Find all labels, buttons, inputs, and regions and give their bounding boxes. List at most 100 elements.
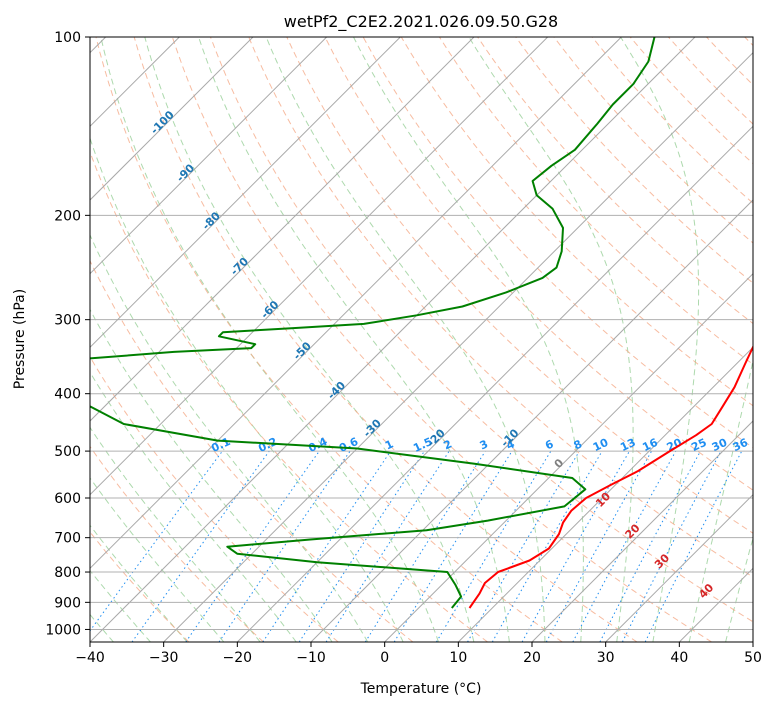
dry-adiabat-line — [90, 150, 488, 642]
dry-adiabats — [90, 37, 753, 642]
mixing-ratio-label: 30 — [710, 436, 730, 454]
mixing-ratio-line — [185, 450, 320, 642]
mixing-ratio-label: 25 — [689, 436, 708, 454]
isotherm-line — [90, 37, 549, 496]
mixing-ratio-line — [90, 450, 223, 632]
y-tick-label: 600 — [54, 491, 81, 507]
mixing-ratio-line — [435, 450, 552, 642]
mixing-ratio-line — [364, 450, 486, 642]
dry-adiabat-label: -80 — [200, 209, 223, 232]
dry-adiabat-line — [90, 445, 264, 642]
axis-ticks: −40 −30 −20 −10 0 10 20 30 40 5010020030040050060… — [45, 30, 762, 666]
moist-adiabat-line — [144, 37, 475, 642]
mixing-ratio-line — [262, 450, 392, 642]
isotherm-line — [163, 51, 753, 642]
y-tick-label: 500 — [54, 444, 81, 460]
moist-adiabat-label: 20 — [623, 521, 643, 541]
temperature-profile-line — [468, 37, 753, 609]
mixing-ratio-label: 0.6 — [337, 435, 360, 455]
mixing-ratio-line — [325, 450, 450, 642]
dry-adiabat-label: -40 — [325, 379, 348, 402]
isotherm-line — [384, 272, 753, 642]
isotherm-line — [531, 420, 753, 642]
x-tick-label: 40 — [670, 650, 688, 666]
y-tick-label: 200 — [54, 208, 81, 224]
moist-adiabat-line — [100, 37, 439, 642]
isotherm-line — [90, 37, 401, 349]
mixing-ratio-line — [491, 450, 603, 642]
y-tick-label: 400 — [54, 387, 81, 403]
mixing-ratio-line — [644, 450, 743, 642]
y-tick-label: 100 — [54, 30, 81, 46]
mixing-ratio-line — [521, 450, 630, 642]
moist-adiabats — [90, 37, 753, 642]
dry-adiabat-label: -60 — [258, 298, 281, 321]
y-tick-label: 1000 — [45, 622, 81, 638]
isotherm-line — [90, 37, 475, 422]
y-axis-label: Pressure (hPa) — [12, 289, 28, 389]
y-tick-label: 900 — [54, 595, 81, 611]
dry-adiabat-line — [133, 37, 638, 642]
dry-adiabat-line — [438, 37, 753, 365]
x-tick-label: 0 — [380, 650, 389, 666]
isotherm-line — [310, 199, 753, 642]
mixing-ratio-line — [467, 450, 580, 642]
dry-adiabat-line — [400, 37, 753, 407]
moist-adiabat-line — [90, 524, 188, 642]
dry-adiabat-line — [477, 37, 753, 325]
dry-adiabat-line — [591, 37, 753, 204]
dry-adiabat-line — [668, 37, 753, 125]
dry-adiabat-line — [553, 37, 753, 244]
x-tick-label: −30 — [149, 650, 179, 666]
dry-adiabat-line — [324, 37, 753, 491]
grid-lines — [90, 37, 753, 630]
x-tick-label: 30 — [597, 650, 615, 666]
mixing-ratio-line — [131, 450, 270, 642]
dry-adiabat-label: -10 — [498, 426, 521, 449]
isotherm-line — [236, 125, 753, 642]
isotherm-line — [90, 37, 254, 201]
moist-adiabat-line — [353, 37, 584, 642]
dry-adiabat-line — [95, 37, 563, 642]
moist-adiabat-line — [198, 37, 510, 642]
mixing-ratio-label: 6 — [543, 437, 556, 452]
dewpoint-profile-line — [90, 37, 656, 609]
moist-adiabat-line — [90, 371, 297, 642]
y-tick-label: 800 — [54, 565, 81, 581]
moist-adiabat-line — [725, 536, 753, 642]
mixing-ratio-line — [545, 450, 653, 642]
mixing-ratio-line — [393, 450, 513, 642]
moist-adiabat-line — [468, 37, 634, 642]
mixing-ratio-line — [599, 450, 701, 642]
isotherm-line — [90, 37, 696, 642]
profiles — [90, 37, 753, 609]
dry-adiabat-line — [248, 37, 753, 578]
isotherm-line — [90, 37, 622, 570]
dry-adiabat-line — [90, 355, 339, 642]
mixing-ratio-label: 36 — [731, 436, 751, 454]
chart-title: wetPf2_C2E2.2021.026.09.50.G28 — [284, 12, 558, 32]
isotherm-line — [457, 346, 753, 642]
x-tick-label: 10 — [449, 650, 467, 666]
mixing-ratio-label: 20 — [665, 436, 685, 454]
y-tick-label: 700 — [54, 531, 81, 547]
moist-adiabat-label: 30 — [652, 551, 672, 571]
dry-adiabat-line — [90, 259, 414, 642]
x-tick-label: −10 — [296, 650, 326, 666]
moist-adiabat-line — [90, 233, 369, 642]
moist-adiabat-line — [620, 37, 700, 642]
mixing-ratio-label: 3 — [478, 437, 490, 452]
dry-adiabat-line — [706, 37, 753, 86]
skewed-isotherms — [90, 37, 753, 642]
y-tick-label: 300 — [54, 313, 81, 329]
dry-adiabat-label: -100 — [148, 108, 177, 137]
plot-area: 0.1 0.2 0.4 0.6 1 1.5 2 3 4 6 8 10 13 16 20 25 30 36-100-… — [90, 37, 753, 642]
mixing-ratio-label: 0.1 — [209, 435, 232, 455]
dry-adiabat-label: -70 — [228, 255, 251, 278]
isotherm-line — [678, 567, 753, 642]
x-tick-label: 50 — [744, 650, 762, 666]
mixing-ratio-label: 13 — [618, 436, 637, 454]
mixing-ratio-lines — [90, 450, 743, 642]
moist-adiabat-line — [265, 37, 546, 642]
mixing-ratio-label: 1 — [383, 437, 395, 452]
